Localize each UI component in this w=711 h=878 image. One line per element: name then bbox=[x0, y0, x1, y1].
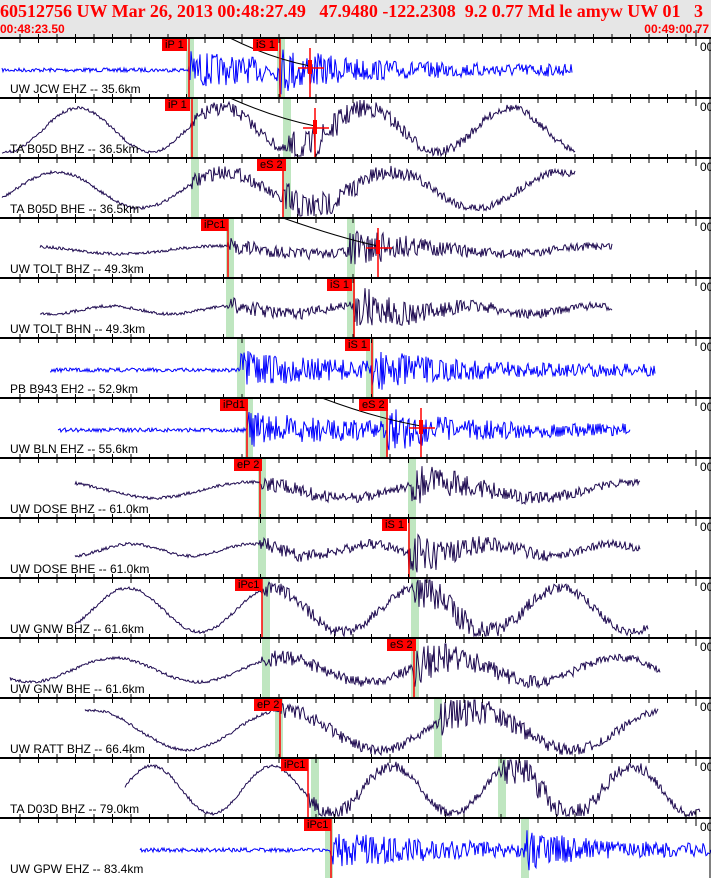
scale-label: 00 bbox=[700, 820, 711, 834]
scale-label: 00 bbox=[700, 700, 711, 714]
arrival-window bbox=[283, 98, 291, 158]
pick-label[interactable]: iP 1 bbox=[165, 99, 190, 111]
arrival-window bbox=[408, 458, 416, 518]
pick-label[interactable]: iPd1 bbox=[220, 399, 249, 411]
arrival-window bbox=[237, 338, 245, 398]
waveform-trace bbox=[9, 643, 661, 690]
pick-label[interactable]: iPc1 bbox=[281, 759, 309, 771]
waveform-trace bbox=[57, 409, 631, 451]
waveform-trace bbox=[84, 699, 659, 757]
arrival-window bbox=[311, 758, 319, 818]
channel-label: UW BLN EHZ -- 55.6km bbox=[10, 442, 139, 456]
waveform-trace bbox=[74, 579, 649, 638]
channel-label: UW GPW EHZ -- 83.4km bbox=[10, 862, 144, 876]
arrival-window bbox=[325, 818, 333, 878]
pick-label[interactable]: eS 2 bbox=[257, 159, 286, 171]
pick-label[interactable]: eP 2 bbox=[234, 459, 263, 471]
arrival-window bbox=[411, 638, 419, 698]
pick-label[interactable]: iPc1 bbox=[304, 819, 332, 831]
pick-label[interactable]: iP 1 bbox=[162, 39, 187, 51]
channel-label: TA B05D BHE -- 36.5km bbox=[10, 202, 140, 216]
arrival-window bbox=[347, 218, 355, 278]
waveform-trace bbox=[74, 466, 641, 506]
amplitude-marker bbox=[419, 420, 423, 434]
channel-label: PB B943 EH2 -- 52.9km bbox=[10, 382, 139, 396]
waveform-trace bbox=[50, 351, 656, 390]
arrival-window bbox=[245, 398, 253, 458]
arrival-window bbox=[408, 518, 416, 578]
channel-label: UW GNW BHE -- 61.6km bbox=[10, 682, 145, 696]
arrival-window bbox=[347, 278, 355, 338]
scale-label: 00 bbox=[700, 280, 711, 294]
arrival-window bbox=[380, 398, 388, 458]
arrival-window bbox=[258, 518, 266, 578]
scale-label: 00 bbox=[700, 520, 711, 534]
event-header: 60512756 UW Mar 26, 2013 00:48:27.49 47.… bbox=[0, 0, 711, 38]
channel-label: UW JCW EHZ -- 35.6km bbox=[10, 82, 141, 96]
channel-label: UW GNW BHZ -- 61.6km bbox=[10, 622, 144, 636]
travel-time-curve bbox=[321, 397, 422, 427]
amplitude-marker bbox=[313, 120, 317, 134]
waveform-trace bbox=[74, 533, 641, 573]
pick-label[interactable]: eS 2 bbox=[387, 639, 416, 651]
arrival-window bbox=[262, 638, 270, 698]
scale-label: 00 bbox=[700, 640, 711, 654]
waveform-trace bbox=[124, 758, 701, 818]
channel-label: UW TOLT BHZ -- 49.3km bbox=[10, 262, 144, 276]
channel-label: UW DOSE BHE -- 61.0km bbox=[10, 562, 150, 576]
arrival-window bbox=[275, 698, 283, 758]
channel-label: TA B05D BHZ -- 36.5km bbox=[10, 142, 139, 156]
waveform-trace bbox=[39, 230, 613, 265]
arrival-window bbox=[366, 338, 374, 398]
start-time: 00:48:23.50 bbox=[0, 22, 65, 36]
channel-label: TA D03D BHZ -- 79.0km bbox=[10, 802, 140, 816]
pick-label[interactable]: iS 1 bbox=[382, 519, 407, 531]
scale-label: 00 bbox=[700, 400, 711, 414]
travel-time-curve bbox=[282, 217, 379, 247]
scale-label: 00 bbox=[700, 40, 711, 54]
channel-label: UW TOLT BHN -- 49.3km bbox=[10, 322, 146, 336]
channel-label: UW DOSE BHZ -- 61.0km bbox=[10, 502, 149, 516]
scale-label: 00 bbox=[700, 220, 711, 234]
scale-label: 00 bbox=[700, 340, 711, 354]
travel-time-curve bbox=[229, 97, 316, 127]
travel-time-curve bbox=[229, 37, 311, 67]
pick-label[interactable]: iS 1 bbox=[345, 339, 370, 351]
pick-label[interactable]: eP 2 bbox=[254, 699, 283, 711]
end-time: 00:49:00.77 bbox=[644, 22, 709, 36]
waveform-trace bbox=[1, 99, 576, 158]
channel-label: UW RATT BHZ -- 66.4km bbox=[10, 742, 145, 756]
scale-label: 00 bbox=[700, 460, 711, 474]
scale-label: 00 bbox=[700, 160, 711, 174]
pick-label[interactable]: iS 1 bbox=[253, 39, 278, 51]
event-title: 60512756 UW Mar 26, 2013 00:48:27.49 47.… bbox=[0, 1, 703, 21]
arrival-window bbox=[434, 698, 442, 758]
pick-label[interactable]: iS 1 bbox=[327, 279, 352, 291]
waveform-trace bbox=[1, 49, 573, 95]
amplitude-marker bbox=[376, 240, 380, 254]
pick-label[interactable]: eS 2 bbox=[359, 399, 388, 411]
arrival-window bbox=[277, 38, 285, 98]
scale-label: 00 bbox=[700, 100, 711, 114]
waveform-trace bbox=[39, 288, 613, 326]
scale-label: 00 bbox=[700, 580, 711, 594]
scale-label: 00 bbox=[700, 760, 711, 774]
waveform-trace bbox=[139, 830, 711, 871]
amplitude-marker bbox=[308, 60, 312, 74]
arrival-window bbox=[190, 98, 198, 158]
arrival-window bbox=[262, 578, 270, 638]
pick-label[interactable]: iPc1 bbox=[235, 579, 263, 591]
arrival-window bbox=[226, 278, 234, 338]
pick-label[interactable]: iPc1 bbox=[201, 219, 229, 231]
waveform-trace bbox=[1, 165, 576, 217]
arrival-window bbox=[191, 158, 199, 218]
arrival-window bbox=[411, 578, 419, 638]
arrival-window bbox=[498, 758, 506, 818]
